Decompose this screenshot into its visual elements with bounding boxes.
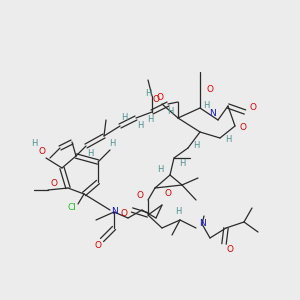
Text: H: H bbox=[225, 136, 231, 145]
Text: N: N bbox=[111, 208, 117, 217]
Text: H: H bbox=[147, 116, 153, 124]
Text: H: H bbox=[203, 101, 209, 110]
Text: H: H bbox=[179, 160, 185, 169]
Text: H: H bbox=[167, 107, 173, 116]
Text: O: O bbox=[239, 124, 247, 133]
Text: H: H bbox=[193, 142, 199, 151]
Text: H: H bbox=[31, 140, 37, 148]
Text: H: H bbox=[157, 164, 163, 173]
Text: O: O bbox=[226, 245, 233, 254]
Text: H: H bbox=[175, 208, 181, 217]
Text: H: H bbox=[109, 140, 115, 148]
Text: H: H bbox=[137, 122, 143, 130]
Text: O: O bbox=[164, 188, 172, 197]
Text: O: O bbox=[94, 242, 101, 250]
Text: H: H bbox=[145, 89, 151, 98]
Text: O: O bbox=[157, 94, 164, 103]
Text: N: N bbox=[208, 109, 215, 118]
Text: O: O bbox=[206, 85, 214, 94]
Text: O: O bbox=[136, 191, 143, 200]
Text: N: N bbox=[199, 220, 206, 229]
Text: Cl: Cl bbox=[68, 203, 76, 212]
Text: O: O bbox=[250, 103, 256, 112]
Text: O: O bbox=[121, 209, 128, 218]
Text: O: O bbox=[50, 179, 58, 188]
Text: H: H bbox=[87, 149, 93, 158]
Text: O: O bbox=[152, 95, 160, 104]
Text: H: H bbox=[121, 113, 127, 122]
Text: O: O bbox=[38, 148, 46, 157]
